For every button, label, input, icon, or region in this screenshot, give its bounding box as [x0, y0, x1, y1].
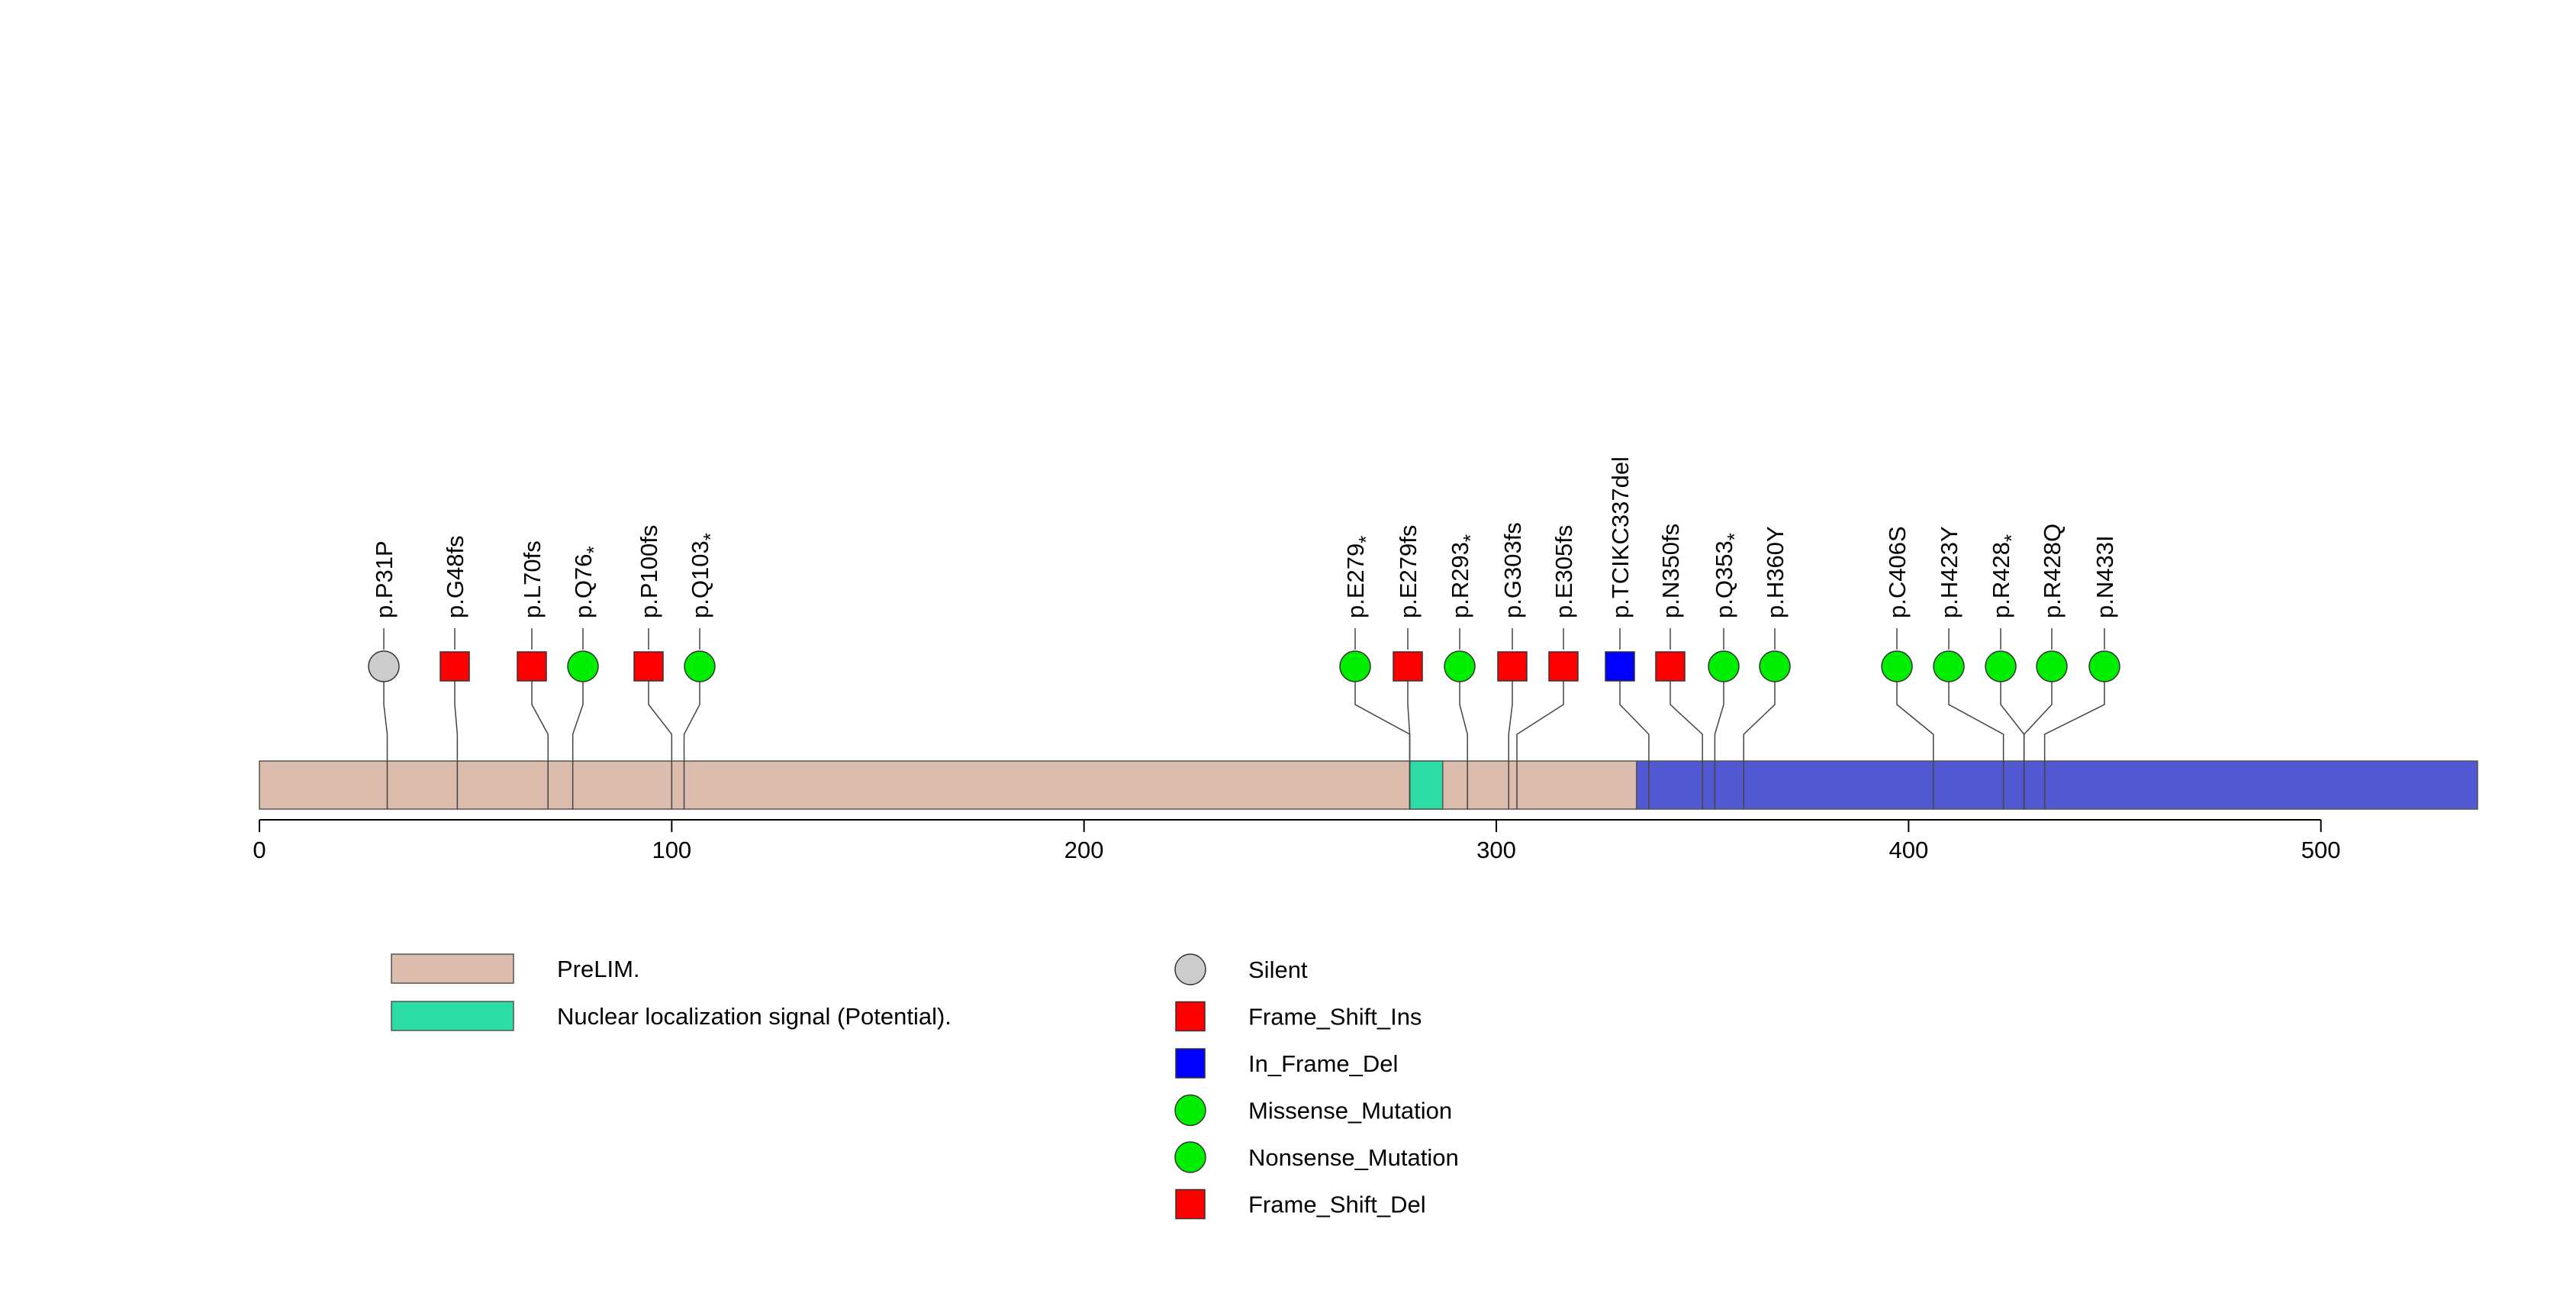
mutation-label-15: p.C406S [1884, 526, 1911, 618]
marker-frame-shift-ins-2 [517, 651, 547, 682]
marker-in-frame-del-11 [1605, 651, 1635, 682]
mutation-label-17: p.R428* [1988, 534, 2023, 618]
mutation-stems [383, 628, 2105, 809]
mutation-legend-symbol-3 [1174, 1094, 1206, 1127]
nonsense-star: * [1723, 533, 1746, 540]
nonsense-star: * [1354, 536, 1377, 543]
stem-4 [648, 666, 673, 809]
mutation-label-12: p.N350fs [1657, 524, 1684, 618]
x-tick-label-5: 500 [2301, 837, 2341, 863]
stem-14 [1743, 666, 1776, 809]
mutation-label-6: p.E279* [1342, 536, 1377, 618]
mutation-legend-symbol-2 [1175, 1048, 1206, 1079]
marker-frame-shift-del-12 [1655, 651, 1686, 682]
domain-legend-swatch-0 [391, 953, 514, 984]
stem-7 [1407, 666, 1411, 809]
marker-nonsense-mutation-3 [567, 650, 599, 682]
mutation-label-1: p.G48fs [442, 535, 469, 618]
mutation-legend-symbol-0 [1174, 953, 1206, 985]
stem-11 [1619, 666, 1650, 809]
mutation-label-11: p.TCIKC337del [1607, 456, 1634, 618]
mutation-label-13: p.Q353* [1711, 533, 1746, 618]
mutation-label-8: p.R293* [1447, 534, 1482, 618]
stem-5 [683, 666, 700, 809]
x-axis: 0 100 200 300 400 500 [253, 819, 2341, 863]
mutation-legend-label-3: Missense_Mutation [1248, 1098, 1452, 1124]
mutation-label-10: p.E305fs [1550, 525, 1577, 618]
mutation-labels: p.P31P p.G48fs p.L70fs p.Q76* p.P100fs p.Q103… [371, 456, 2118, 618]
stem-10 [1516, 666, 1564, 809]
domain-legend-label-1: Nuclear localization signal (Potential). [557, 1003, 952, 1030]
mutation-label-3: p.Q76* [570, 546, 605, 618]
mutation-legend-symbol-4 [1174, 1141, 1206, 1173]
mutation-legend-symbol-1 [1175, 1001, 1206, 1032]
stem-18 [2023, 666, 2053, 809]
marker-nonsense-mutation-5 [684, 650, 716, 682]
marker-frame-shift-ins-4 [633, 651, 664, 682]
mutation-type-legend: Silent Frame_Shift_Ins In_Frame_Del Missens… [1174, 953, 1459, 1220]
stem-3 [572, 666, 584, 809]
x-tick-label-1: 100 [652, 837, 691, 863]
x-tick-label-0: 0 [253, 837, 266, 863]
mutation-label-16: p.H423Y [1936, 526, 1963, 618]
mutation-label-5: p.Q103* [687, 533, 722, 618]
marker-nonsense-mutation-6 [1339, 650, 1371, 682]
marker-missense-mutation-14 [1759, 650, 1791, 682]
domain-legend: PreLIM. Nuclear localization signal (Pote… [391, 953, 952, 1031]
mutation-label-2: p.L70fs [519, 540, 546, 618]
mutation-legend-label-4: Nonsense_Mutation [1248, 1144, 1459, 1171]
mutation-legend-label-5: Frame_Shift_Del [1248, 1192, 1426, 1218]
x-tick-label-4: 400 [1889, 837, 1928, 863]
marker-frame-shift-del-9 [1497, 651, 1528, 682]
domain-0 [259, 760, 1637, 810]
marker-frame-shift-del-7 [1393, 651, 1423, 682]
nonsense-star: * [1459, 534, 1482, 542]
mutation-label-7: p.E279fs [1395, 525, 1422, 618]
stem-9 [1508, 666, 1513, 809]
stem-19 [2043, 666, 2105, 809]
mutation-label-14: p.H360Y [1762, 526, 1789, 618]
mutation-legend-label-0: Silent [1248, 956, 1308, 983]
stem-8 [1459, 666, 1468, 809]
x-tick-label-3: 300 [1476, 837, 1516, 863]
mutation-label-0: p.P31P [371, 540, 398, 618]
mutation-label-19: p.N433I [2091, 535, 2118, 618]
marker-missense-mutation-18 [2036, 650, 2068, 682]
nonsense-star: * [699, 533, 722, 540]
stem-13 [1714, 666, 1724, 809]
marker-silent-0 [368, 650, 400, 682]
domain-legend-label-0: PreLIM. [557, 956, 640, 982]
marker-nonsense-mutation-17 [1985, 650, 2017, 682]
mutation-label-18: p.R428Q [2039, 524, 2066, 618]
marker-nonsense-mutation-8 [1444, 650, 1476, 682]
x-tick-label-2: 200 [1064, 837, 1104, 863]
mutation-label-9: p.G303fs [1499, 522, 1526, 618]
stem-15 [1896, 666, 1934, 809]
mutation-legend-symbol-5 [1175, 1188, 1206, 1220]
mutation-label-4: p.P100fs [636, 525, 662, 618]
stem-1 [454, 666, 459, 809]
stem-2 [531, 666, 549, 809]
protein-backbone [259, 760, 2478, 810]
marker-frame-shift-ins-1 [440, 651, 470, 682]
mutation-markers [368, 650, 2120, 682]
marker-frame-shift-del-10 [1548, 651, 1579, 682]
stem-12 [1670, 666, 1703, 809]
stem-0 [383, 666, 388, 809]
marker-missense-mutation-15 [1881, 650, 1913, 682]
marker-nonsense-mutation-13 [1708, 650, 1740, 682]
marker-missense-mutation-16 [1933, 650, 1965, 682]
nonsense-star: * [2000, 534, 2023, 542]
domain-legend-swatch-1 [391, 1001, 514, 1031]
mutation-legend-label-2: In_Frame_Del [1248, 1050, 1398, 1077]
nonsense-star: * [582, 546, 605, 553]
stem-16 [1948, 666, 2004, 809]
domain-1 [1409, 760, 1444, 810]
mutation-legend-label-1: Frame_Shift_Ins [1248, 1004, 1422, 1030]
marker-missense-mutation-19 [2088, 650, 2120, 682]
domain-2 [1635, 760, 2478, 810]
